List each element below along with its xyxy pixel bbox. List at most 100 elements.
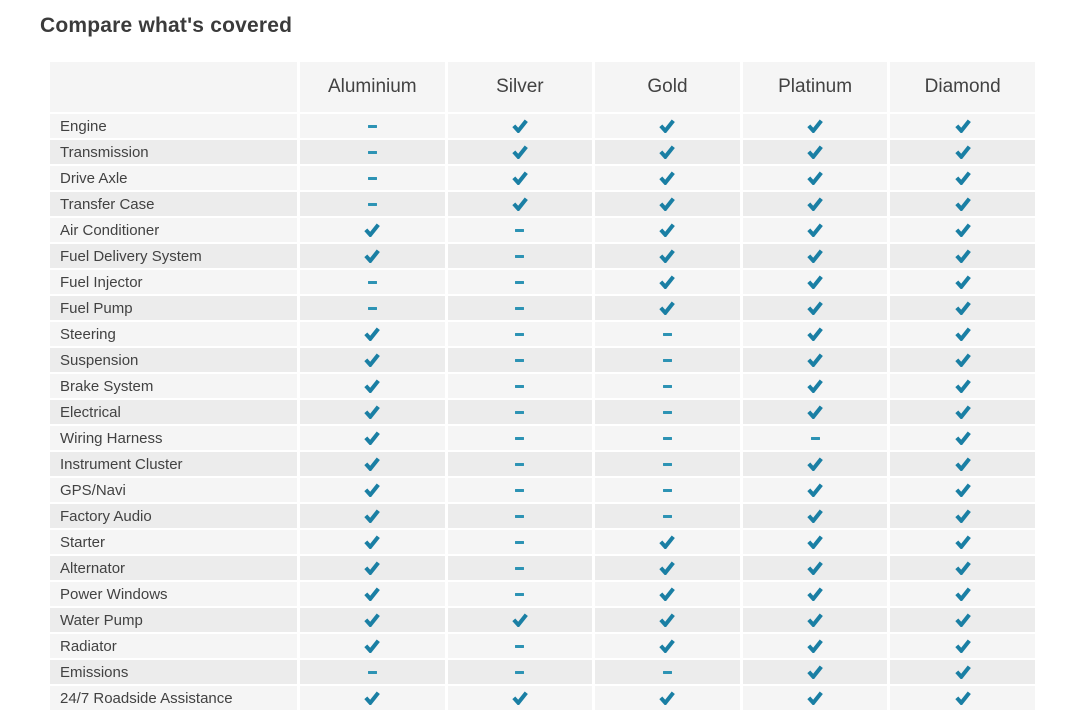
coverage-comparison-table: Aluminium Silver Gold Platinum Diamond E… xyxy=(50,62,1035,710)
coverage-cell-covered xyxy=(890,140,1035,164)
check-icon xyxy=(954,275,971,289)
coverage-cell-covered xyxy=(595,296,740,320)
dash-icon xyxy=(515,254,525,258)
check-icon xyxy=(659,301,676,315)
check-icon xyxy=(954,431,971,445)
table-row: Brake System xyxy=(50,374,1035,398)
coverage-cell-covered xyxy=(300,244,445,268)
feature-label: Transfer Case xyxy=(50,192,297,216)
table-row: Water Pump xyxy=(50,608,1035,632)
coverage-cell-covered xyxy=(890,114,1035,138)
dash-icon xyxy=(367,176,377,180)
coverage-cell-not-covered xyxy=(595,322,740,346)
coverage-cell-covered xyxy=(595,270,740,294)
coverage-cell-covered xyxy=(742,192,888,216)
coverage-cell-covered xyxy=(447,114,593,138)
coverage-cell-covered xyxy=(890,660,1035,684)
dash-icon xyxy=(662,514,672,518)
check-icon xyxy=(954,223,971,237)
check-icon xyxy=(807,145,823,159)
dash-icon xyxy=(367,670,377,674)
coverage-cell-not-covered xyxy=(300,114,445,138)
coverage-cell-not-covered xyxy=(300,166,445,190)
coverage-cell-covered xyxy=(595,166,740,190)
coverage-cell-covered xyxy=(890,452,1035,476)
coverage-cell-covered xyxy=(890,348,1035,372)
coverage-cell-covered xyxy=(742,582,888,606)
check-icon xyxy=(954,327,971,341)
coverage-cell-not-covered xyxy=(742,426,888,450)
check-icon xyxy=(954,587,971,601)
feature-label: Power Windows xyxy=(50,582,297,606)
coverage-cell-covered xyxy=(300,582,445,606)
coverage-cell-covered xyxy=(300,322,445,346)
coverage-cell-covered xyxy=(300,426,445,450)
coverage-cell-not-covered xyxy=(595,504,740,528)
coverage-cell-not-covered xyxy=(447,530,593,554)
header-empty-cell xyxy=(50,62,297,112)
coverage-cell-covered xyxy=(595,140,740,164)
plan-header-gold: Gold xyxy=(595,62,740,112)
dash-icon xyxy=(662,670,672,674)
check-icon xyxy=(954,119,971,133)
table-row: Transmission xyxy=(50,140,1035,164)
dash-icon xyxy=(662,488,672,492)
coverage-cell-not-covered xyxy=(447,322,593,346)
coverage-cell-covered xyxy=(300,608,445,632)
plan-header-aluminium: Aluminium xyxy=(300,62,445,112)
coverage-cell-not-covered xyxy=(447,556,593,580)
dash-icon xyxy=(515,358,525,362)
table-row: Radiator xyxy=(50,634,1035,658)
coverage-cell-covered xyxy=(447,686,593,710)
check-icon xyxy=(807,535,823,549)
check-icon xyxy=(364,483,381,497)
dash-icon xyxy=(662,410,672,414)
feature-label: Drive Axle xyxy=(50,166,297,190)
check-icon xyxy=(954,613,971,627)
feature-label: Emissions xyxy=(50,660,297,684)
coverage-cell-covered xyxy=(742,478,888,502)
check-icon xyxy=(364,327,381,341)
coverage-cell-covered xyxy=(595,608,740,632)
coverage-cell-covered xyxy=(890,192,1035,216)
check-icon xyxy=(807,301,823,315)
dash-icon xyxy=(662,332,672,336)
dash-icon xyxy=(662,436,672,440)
coverage-cell-covered xyxy=(742,374,888,398)
check-icon xyxy=(364,353,381,367)
dash-icon xyxy=(515,306,525,310)
coverage-cell-covered xyxy=(447,192,593,216)
check-icon xyxy=(364,509,381,523)
feature-label: Brake System xyxy=(50,374,297,398)
check-icon xyxy=(659,639,676,653)
table-row: Wiring Harness xyxy=(50,426,1035,450)
check-icon xyxy=(659,561,676,575)
dash-icon xyxy=(515,670,525,674)
dash-icon xyxy=(515,280,525,284)
dash-icon xyxy=(515,332,525,336)
coverage-cell-covered xyxy=(890,270,1035,294)
feature-label: Engine xyxy=(50,114,297,138)
coverage-cell-covered xyxy=(742,296,888,320)
coverage-cell-not-covered xyxy=(447,582,593,606)
coverage-cell-not-covered xyxy=(595,660,740,684)
check-icon xyxy=(807,691,823,705)
check-icon xyxy=(954,561,971,575)
table-body: Engine Transmission Drive Axle Transfer Cas… xyxy=(50,114,1035,710)
coverage-cell-covered xyxy=(300,400,445,424)
coverage-cell-covered xyxy=(890,634,1035,658)
coverage-cell-covered xyxy=(447,608,593,632)
feature-label: Fuel Pump xyxy=(50,296,297,320)
coverage-cell-not-covered xyxy=(595,400,740,424)
dash-icon xyxy=(515,488,525,492)
check-icon xyxy=(807,379,823,393)
check-icon xyxy=(659,197,676,211)
check-icon xyxy=(659,171,676,185)
coverage-cell-covered xyxy=(300,374,445,398)
check-icon xyxy=(807,197,823,211)
dash-icon xyxy=(367,280,377,284)
coverage-cell-covered xyxy=(890,686,1035,710)
check-icon xyxy=(659,119,676,133)
coverage-cell-covered xyxy=(300,556,445,580)
